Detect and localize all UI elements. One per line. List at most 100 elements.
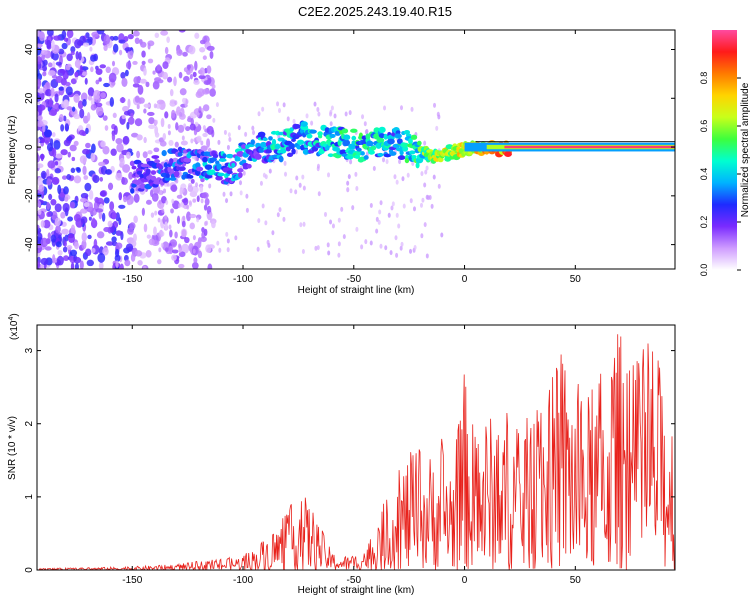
heatmap-cell: [126, 151, 132, 159]
heatmap-cell: [66, 30, 74, 39]
heatmap-cell: [306, 133, 313, 139]
heatmap-cell: [424, 169, 428, 175]
heatmap-cell: [314, 245, 318, 251]
heatmap-cell: [244, 131, 248, 137]
heatmap-cell: [170, 208, 174, 214]
heatmap-cell: [313, 101, 317, 107]
heatmap-cell: [198, 74, 206, 80]
heatmap-cell: [114, 254, 121, 262]
heatmap-cell: [40, 237, 49, 248]
heatmap-cell: [37, 88, 45, 94]
heatmap-cell: [186, 69, 191, 75]
heatmap-cell: [51, 210, 58, 221]
spectrogram-xtick-label: -150: [122, 274, 142, 285]
heatmap-cell: [425, 253, 429, 259]
heatmap-cell: [236, 151, 245, 157]
heatmap-cell: [193, 130, 197, 136]
heatmap-cell: [48, 193, 53, 201]
heatmap-cell: [241, 159, 247, 164]
heatmap-cell: [160, 242, 164, 248]
heatmap-cell: [134, 250, 143, 257]
heatmap-cell: [196, 195, 200, 203]
heatmap-cell: [298, 182, 302, 188]
heatmap-cell: [276, 101, 280, 107]
heatmap-cell: [268, 136, 273, 141]
heatmap-cell: [140, 163, 149, 168]
heatmap-cell: [152, 70, 156, 75]
heatmap-cell: [83, 202, 90, 208]
heatmap-cell: [82, 148, 90, 155]
heatmap-cell: [238, 180, 242, 186]
colorbar-label: Normalized spectral amplitude: [740, 82, 750, 217]
heatmap-cell: [69, 249, 78, 257]
heatmap-cell: [84, 77, 88, 85]
heatmap-cell: [225, 198, 229, 204]
heatmap-cell: [181, 97, 187, 104]
heatmap-cell: [37, 261, 41, 269]
heatmap-cell: [383, 105, 387, 111]
heatmap-cell: [146, 234, 151, 239]
heatmap-cell: [377, 152, 384, 157]
heatmap-cell: [317, 191, 321, 197]
heatmap-cell: [279, 148, 287, 154]
heatmap-cell: [118, 192, 123, 201]
heatmap-cell: [404, 158, 410, 164]
heatmap-cell: [201, 192, 209, 199]
heatmap-cell: [136, 170, 143, 175]
heatmap-cell: [78, 129, 86, 136]
heatmap-cell: [417, 140, 422, 146]
heatmap-cell: [376, 137, 385, 144]
spectrogram-xlabel: Height of straight line (km): [298, 285, 415, 296]
heatmap-cell: [169, 229, 173, 238]
heatmap-cell: [200, 198, 204, 204]
heatmap-cell: [171, 254, 177, 261]
heatmap-cell: [65, 64, 71, 71]
heatmap-cell: [409, 248, 413, 254]
heatmap-cell: [69, 144, 77, 152]
heatmap-cell: [103, 34, 111, 45]
heatmap-cell: [83, 175, 89, 180]
heatmap-cell: [411, 161, 415, 167]
heatmap-cell: [186, 204, 190, 210]
colorbar-gradient: [712, 30, 737, 270]
heatmap-cell: [89, 46, 93, 52]
heatmap-cell: [40, 49, 48, 55]
heatmap-cell: [46, 211, 51, 217]
heatmap-cell: [177, 203, 181, 209]
heatmap-cell: [73, 256, 82, 264]
heatmap-cell: [51, 176, 60, 185]
heatmap-cell: [156, 64, 161, 71]
heatmap-cell: [80, 208, 86, 214]
heatmap-cell: [301, 248, 305, 254]
heatmap-cell: [301, 174, 305, 180]
heatmap-cell: [277, 247, 281, 253]
heatmap-cell: [165, 199, 169, 205]
colorbar-tick-label: 0.6: [699, 120, 709, 133]
heatmap-cell: [178, 30, 186, 33]
heatmap-cell: [54, 217, 61, 227]
heatmap-cell: [125, 243, 134, 252]
heatmap-cell: [292, 118, 296, 124]
heatmap-cell: [95, 68, 103, 75]
heatmap-cell: [369, 240, 373, 246]
heatmap-cell: [356, 147, 362, 152]
heatmap-cell: [261, 203, 265, 209]
heatmap-cell: [98, 161, 106, 167]
heatmap-cell: [440, 232, 444, 238]
heatmap-cell: [350, 128, 358, 133]
heatmap-cell: [37, 163, 44, 169]
heatmap-cell: [188, 200, 192, 206]
heatmap-cell: [63, 37, 69, 42]
heatmap-cell: [228, 136, 232, 142]
heatmap-cell: [284, 171, 288, 177]
heatmap-cell: [174, 141, 179, 148]
heatmap-cell: [148, 124, 156, 129]
heatmap-cell: [37, 224, 40, 230]
heatmap-cell: [102, 145, 110, 155]
heatmap-cell: [121, 77, 128, 88]
heatmap-cell: [63, 255, 70, 262]
heatmap-cell: [257, 111, 261, 117]
heatmap-cell: [143, 103, 151, 108]
heatmap-cell: [87, 36, 93, 43]
